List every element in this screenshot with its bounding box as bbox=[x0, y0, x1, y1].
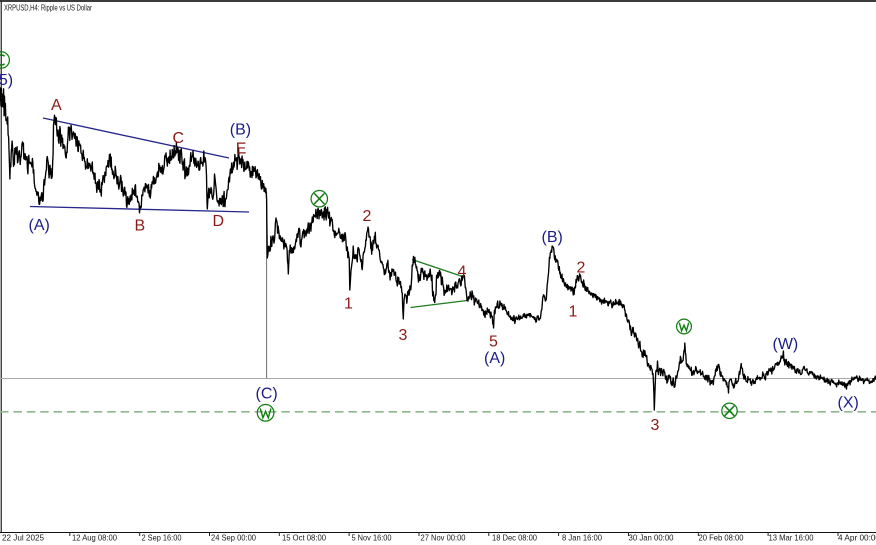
svg-text:XRPUSD,H4: Ripple vs US Dolla: XRPUSD,H4: Ripple vs US Dollar bbox=[4, 3, 92, 13]
svg-text:(B): (B) bbox=[542, 229, 563, 246]
svg-text:15 Oct 08:00: 15 Oct 08:00 bbox=[282, 534, 327, 543]
svg-text:3: 3 bbox=[651, 417, 660, 434]
svg-text:(A): (A) bbox=[484, 350, 505, 367]
svg-text:2: 2 bbox=[577, 260, 586, 277]
svg-text:(C): (C) bbox=[256, 385, 278, 402]
svg-text:(W): (W) bbox=[773, 336, 799, 353]
svg-text:27 Nov 00:00: 27 Nov 00:00 bbox=[421, 534, 467, 543]
svg-text:12 Aug 08:00: 12 Aug 08:00 bbox=[72, 534, 118, 543]
svg-text:4: 4 bbox=[458, 264, 467, 281]
svg-text:(A): (A) bbox=[29, 217, 50, 234]
svg-text:24 Sep 00:00: 24 Sep 00:00 bbox=[211, 534, 257, 543]
svg-text:(X): (X) bbox=[838, 395, 859, 412]
svg-text:A: A bbox=[51, 97, 62, 114]
svg-text:2 Sep 16:00: 2 Sep 16:00 bbox=[142, 534, 183, 543]
svg-text:D: D bbox=[213, 213, 225, 230]
svg-text:8 Jan 16:00: 8 Jan 16:00 bbox=[562, 534, 603, 543]
svg-text:C: C bbox=[173, 130, 185, 147]
svg-text:22 Jul 2025: 22 Jul 2025 bbox=[2, 534, 45, 543]
svg-text:4 Apr 00:00: 4 Apr 00:00 bbox=[838, 534, 876, 543]
svg-text:2: 2 bbox=[363, 208, 372, 225]
svg-text:): ) bbox=[0, 130, 1, 147]
svg-text:5: 5 bbox=[489, 333, 498, 350]
svg-text:B: B bbox=[135, 218, 146, 235]
svg-text:(5): (5) bbox=[0, 72, 13, 89]
svg-text:1: 1 bbox=[344, 296, 353, 313]
svg-text:(B): (B) bbox=[230, 122, 251, 139]
svg-text:3: 3 bbox=[399, 327, 408, 344]
svg-text:1: 1 bbox=[569, 304, 578, 321]
svg-text:5 Nov 16:00: 5 Nov 16:00 bbox=[352, 534, 393, 543]
svg-text:13 Mar 16:00: 13 Mar 16:00 bbox=[769, 534, 815, 543]
svg-text:18 Dec 08:00: 18 Dec 08:00 bbox=[492, 534, 538, 543]
svg-text:E: E bbox=[236, 140, 247, 157]
svg-text:20 Feb 08:00: 20 Feb 08:00 bbox=[699, 534, 745, 543]
svg-text:30 Jan 00:00: 30 Jan 00:00 bbox=[629, 534, 675, 543]
